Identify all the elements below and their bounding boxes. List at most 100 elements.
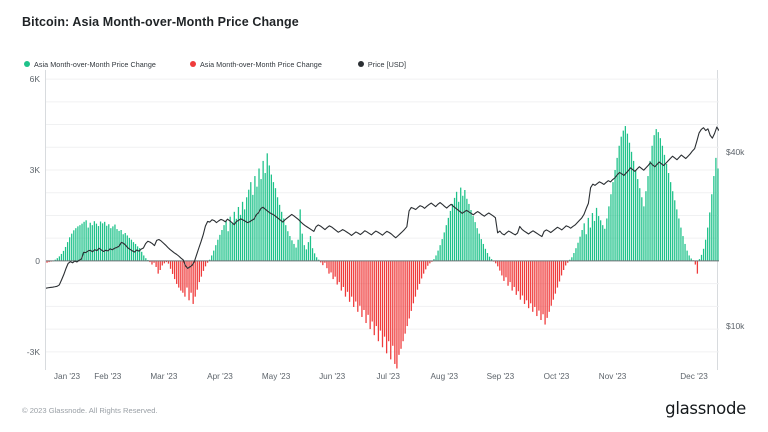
bar [680, 227, 682, 261]
bar [217, 239, 219, 261]
bar [635, 170, 637, 261]
bar [420, 260, 423, 279]
bar [281, 211, 283, 261]
bar [390, 260, 392, 360]
legend-dot-red [189, 61, 196, 67]
bar [48, 260, 50, 263]
bar [149, 260, 151, 263]
bar [525, 260, 528, 301]
bar [297, 239, 299, 261]
bar [694, 260, 696, 265]
bar [653, 135, 655, 261]
bar [256, 186, 258, 261]
bar [700, 254, 703, 261]
bar [550, 260, 552, 306]
bar [478, 233, 480, 261]
bar [392, 260, 394, 346]
bar [400, 260, 402, 349]
bar [153, 260, 155, 263]
bar [379, 260, 382, 331]
bar [186, 260, 188, 288]
bar [381, 260, 384, 348]
bar [408, 260, 410, 319]
x-tick-6: Jul '23 [376, 372, 400, 381]
bar [429, 260, 431, 264]
bar [641, 197, 643, 261]
bar [554, 260, 557, 294]
bar [443, 232, 445, 261]
bar [614, 170, 616, 261]
bar [161, 260, 163, 266]
bar [414, 260, 417, 297]
x-tick-5: Jun '23 [319, 372, 346, 381]
bar [120, 230, 122, 261]
bar [519, 260, 522, 300]
bar [126, 235, 128, 261]
bar [262, 160, 264, 261]
bar [231, 223, 233, 261]
bar [194, 260, 196, 297]
bar [388, 260, 390, 342]
bar [110, 228, 112, 261]
bar [58, 256, 61, 261]
bar [350, 260, 353, 297]
bar [134, 243, 137, 261]
y-tick-left-3: -3K [26, 346, 40, 357]
bar [618, 145, 620, 261]
bar [93, 221, 96, 261]
bar [665, 163, 668, 261]
legend-item-1[interactable]: Asia Month-over-Month Price Change [189, 58, 322, 70]
bar [589, 227, 592, 261]
bar [482, 243, 484, 261]
bar [338, 260, 340, 283]
legend-label: Asia Month-over-Month Price Change [34, 59, 156, 69]
x-tick-11: Dec '23 [680, 372, 708, 381]
bar [239, 214, 242, 261]
bar [616, 157, 618, 261]
bar [198, 260, 200, 283]
bar [367, 260, 369, 315]
bar [377, 260, 380, 342]
legend-item-0[interactable]: Asia Month-over-Month Price Change [24, 58, 156, 70]
bar [77, 226, 79, 261]
y-tick-left-0: 6K [29, 74, 40, 85]
bar [182, 260, 184, 293]
bar [581, 230, 583, 261]
bar [412, 260, 415, 304]
legend-dot-green [24, 61, 30, 67]
bar [486, 253, 489, 261]
bar [534, 260, 536, 307]
bar [575, 248, 577, 261]
legend-item-2[interactable]: Price [USD] [357, 58, 406, 70]
bar [204, 260, 207, 267]
bar [546, 260, 548, 318]
bar [458, 201, 460, 261]
bar [536, 260, 538, 317]
bar [517, 260, 519, 292]
bar [593, 220, 596, 261]
bar [423, 260, 425, 274]
gridlines [46, 78, 719, 353]
bar [645, 191, 647, 261]
bar [659, 138, 661, 261]
bar [600, 220, 602, 261]
bar [159, 260, 161, 270]
bar [188, 260, 190, 301]
x-tick-10: Nov '23 [598, 372, 627, 381]
bar [511, 260, 513, 291]
bar [437, 250, 439, 261]
bar [663, 154, 666, 261]
bar [359, 260, 361, 306]
bar [348, 260, 351, 302]
bar [233, 211, 235, 261]
bar [527, 260, 530, 309]
bar [667, 173, 670, 261]
bar [291, 240, 293, 261]
bar [433, 259, 435, 261]
bar [569, 259, 571, 261]
bar [311, 248, 314, 261]
bar [643, 206, 645, 261]
bar [497, 260, 499, 267]
bar [622, 130, 624, 261]
bar [538, 260, 540, 311]
